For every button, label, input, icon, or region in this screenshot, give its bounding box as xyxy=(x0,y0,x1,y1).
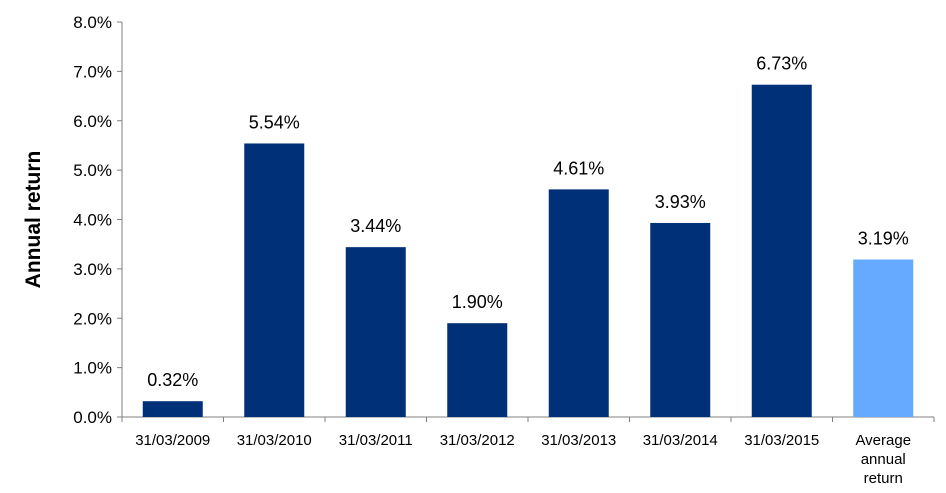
x-tick-label: 31/03/2010 xyxy=(237,432,312,449)
x-tick-label: 31/03/2015 xyxy=(744,432,819,449)
bar xyxy=(548,189,609,417)
bar xyxy=(751,84,812,418)
x-tick-label: 31/03/2009 xyxy=(135,432,210,449)
tick-labels: 0.0% 1.0% 2.0% 3.0% 4.0% 5.0% 6.0% 7.0% 8.0% 31/0… xyxy=(73,13,911,487)
x-tick-label: 31/03/2014 xyxy=(643,432,718,449)
y-tick-label: 7.0% xyxy=(73,62,112,81)
bars xyxy=(142,84,914,418)
data-label: 3.93% xyxy=(655,192,706,212)
x-tick-label: annual xyxy=(861,451,906,468)
bar xyxy=(650,222,711,417)
data-label: 6.73% xyxy=(756,54,807,74)
y-tick-label: 3.0% xyxy=(73,260,112,279)
x-tick-label: 31/03/2013 xyxy=(541,432,616,449)
data-label: 4.61% xyxy=(553,158,604,178)
y-axis-label: Annual return xyxy=(22,151,45,289)
data-label: 0.32% xyxy=(147,370,198,390)
data-label: 3.44% xyxy=(350,216,401,236)
y-tick-label: 1.0% xyxy=(73,359,112,378)
x-tick-label: 31/03/2011 xyxy=(339,432,413,449)
data-label: 5.54% xyxy=(249,112,300,132)
y-tick-label: 4.0% xyxy=(73,211,112,230)
y-tick-label: 0.0% xyxy=(73,408,112,427)
x-tick-label: Average xyxy=(855,432,911,449)
data-label: 1.90% xyxy=(452,292,503,312)
y-tick-label: 2.0% xyxy=(73,309,112,328)
bar-average xyxy=(853,259,914,417)
bar xyxy=(345,247,406,417)
data-label: 3.19% xyxy=(858,228,909,248)
x-tick-label: 31/03/2012 xyxy=(440,432,515,449)
bar xyxy=(142,401,203,417)
bar xyxy=(447,323,508,417)
bar xyxy=(244,143,305,417)
y-tick-label: 5.0% xyxy=(73,161,112,180)
data-labels: 0.32% 5.54% 3.44% 1.90% 4.61% 3.93% 6.73% 3.19% xyxy=(147,54,909,390)
y-tick-label: 8.0% xyxy=(73,13,112,32)
y-tick-label: 6.0% xyxy=(73,112,112,131)
x-tick-label: return xyxy=(864,470,903,487)
